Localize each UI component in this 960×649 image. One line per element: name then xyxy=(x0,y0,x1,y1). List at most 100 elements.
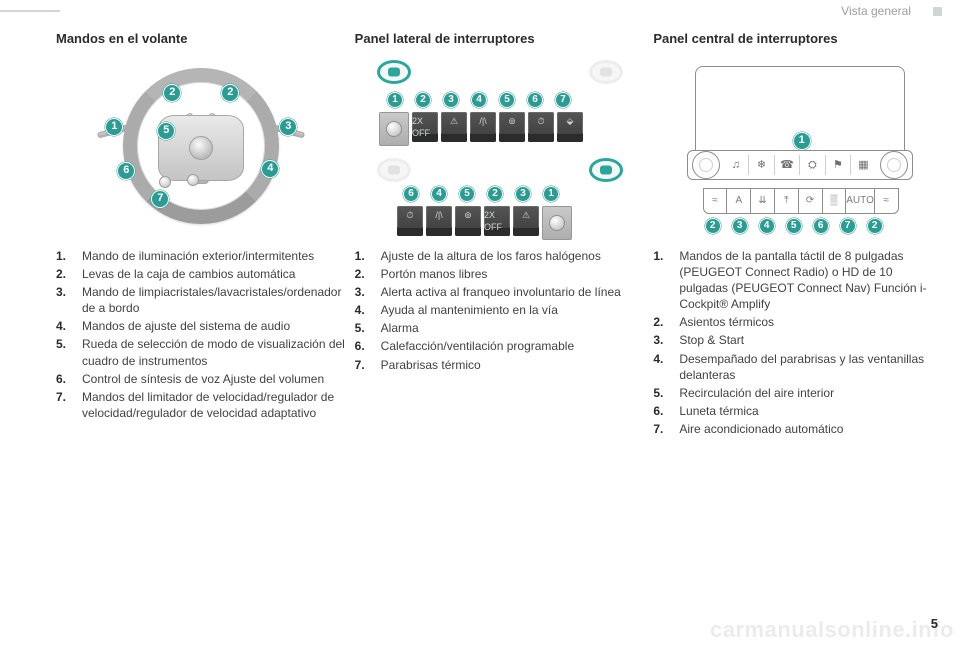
t: Calefacción/ventilación programable xyxy=(381,338,646,354)
cell: A xyxy=(726,189,750,213)
badge-3: 3 xyxy=(279,118,297,136)
t: Control de síntesis de voz Ajuste del vo… xyxy=(82,371,347,387)
sw: 2X OFF xyxy=(412,112,438,142)
bottom-badges: 6 4 5 2 3 1 xyxy=(403,186,559,202)
tb: 7 xyxy=(555,92,571,108)
top-badges: 1 2 3 4 5 6 7 xyxy=(387,92,571,108)
lhd-icon-dim xyxy=(377,158,411,182)
t: Alarma xyxy=(381,320,646,336)
sw: /|\ xyxy=(426,206,452,236)
col-side-panel: Panel lateral de interruptores 1 2 3 4 5… xyxy=(355,26,646,440)
cell: ⤒ xyxy=(774,189,798,213)
section-title: Vista general xyxy=(841,3,911,19)
col-center-panel: Panel central de interruptores 1 ♫ ❄ ☎ ⛭… xyxy=(653,26,944,440)
n: 6. xyxy=(56,371,70,387)
softkey: ⛭ xyxy=(799,155,825,175)
col2-title: Panel lateral de interruptores xyxy=(355,30,646,48)
cell: ▒ xyxy=(822,189,846,213)
top-row: 2X OFF ⚠ /|\ ⊚ ⏱ ⬙ xyxy=(379,112,583,146)
n: 3. xyxy=(56,284,70,316)
t: Ajuste de la altura de los faros halógen… xyxy=(381,248,646,264)
t: Recirculación del aire interior xyxy=(679,385,944,401)
col1-title: Mandos en el volante xyxy=(56,30,347,48)
n: 7. xyxy=(355,357,369,373)
n: 4. xyxy=(653,351,667,383)
tune-knob xyxy=(880,151,908,179)
n: 2. xyxy=(56,266,70,282)
badge-2b: 2 xyxy=(221,84,239,102)
tb: 3 xyxy=(443,92,459,108)
sw: ⚠ xyxy=(513,206,539,236)
n: 1. xyxy=(56,248,70,264)
volume-knob xyxy=(692,151,720,179)
bb: 4 xyxy=(431,186,447,202)
n: 6. xyxy=(653,403,667,419)
rhd-icon-dim xyxy=(589,60,623,84)
cell: ≈ xyxy=(704,189,727,213)
sw: ⏱ xyxy=(528,112,554,142)
watermark: carmanualsonline.info xyxy=(710,615,954,645)
t: Levas de la caja de cambios automática xyxy=(82,266,347,282)
sb: 6 xyxy=(813,218,829,234)
t: Mando de limpiacristales/lavacristales/o… xyxy=(82,284,347,316)
badge-5: 5 xyxy=(157,122,175,140)
sw: 2X OFF xyxy=(484,206,510,236)
t: Parabrisas térmico xyxy=(381,357,646,373)
col3-title: Panel central de interruptores xyxy=(653,30,944,48)
softkey: ☎ xyxy=(774,155,800,175)
tb: 5 xyxy=(499,92,515,108)
side-panel-figure: 1 2 3 4 5 6 7 2X OFF ⚠ /|\ ⊚ ⏱ ⬙ xyxy=(355,58,646,240)
t: Mandos de la pantalla táctil de 8 pulgad… xyxy=(679,248,944,313)
t: Aire acondicionado automático xyxy=(679,421,944,437)
bb: 1 xyxy=(543,186,559,202)
sw: ⬙ xyxy=(557,112,583,142)
softkey: ⚑ xyxy=(825,155,851,175)
n: 4. xyxy=(56,318,70,334)
softkey: ❄ xyxy=(748,155,774,175)
n: 1. xyxy=(653,248,667,313)
rhd-icon xyxy=(589,158,623,182)
badge-2a: 2 xyxy=(163,84,181,102)
bottom-row: ⏱ /|\ ⊚ 2X OFF ⚠ xyxy=(397,206,572,240)
sb: 5 xyxy=(786,218,802,234)
sw: ⊚ xyxy=(499,112,525,142)
control-bar: ♫ ❄ ☎ ⛭ ⚑ ▦ xyxy=(687,150,913,180)
sb: 2 xyxy=(867,218,883,234)
cell: AUTO xyxy=(845,189,874,213)
badge-4: 4 xyxy=(261,160,279,178)
sw: /|\ xyxy=(470,112,496,142)
sw: ⊚ xyxy=(455,206,481,236)
n: 4. xyxy=(355,302,369,318)
t: Asientos térmicos xyxy=(679,314,944,330)
cell: ⟳ xyxy=(798,189,822,213)
switch-strip: ≈ A ⇊ ⤒ ⟳ ▒ AUTO ≈ xyxy=(703,188,899,214)
headlight-dial xyxy=(379,112,409,146)
tb: 1 xyxy=(387,92,403,108)
softkey: ♫ xyxy=(724,155,749,175)
bb: 5 xyxy=(459,186,475,202)
bb: 2 xyxy=(487,186,503,202)
badge-1: 1 xyxy=(105,118,123,136)
screen-badge: 1 xyxy=(793,132,811,150)
n: 5. xyxy=(56,336,70,368)
t: Alerta activa al franqueo involuntario d… xyxy=(381,284,646,300)
col3-list: 1.Mandos de la pantalla táctil de 8 pulg… xyxy=(653,248,944,438)
t: Mandos del limitador de velocidad/regula… xyxy=(82,389,347,421)
tb: 2 xyxy=(415,92,431,108)
n: 7. xyxy=(653,421,667,437)
n: 5. xyxy=(653,385,667,401)
sw: ⚠ xyxy=(441,112,467,142)
header-accent xyxy=(0,10,60,12)
header-square xyxy=(933,7,942,16)
n: 3. xyxy=(355,284,369,300)
steering-wheel xyxy=(123,68,279,224)
bb: 3 xyxy=(515,186,531,202)
softkey: ▦ xyxy=(850,155,876,175)
t: Mandos de ajuste del sistema de audio xyxy=(82,318,347,334)
sw: ⏱ xyxy=(397,206,423,236)
cell: ⇊ xyxy=(750,189,774,213)
knob-left xyxy=(159,176,171,188)
n: 3. xyxy=(653,332,667,348)
knob-bottom xyxy=(187,174,199,186)
t: Desempañado del parabrisas y las ventani… xyxy=(679,351,944,383)
